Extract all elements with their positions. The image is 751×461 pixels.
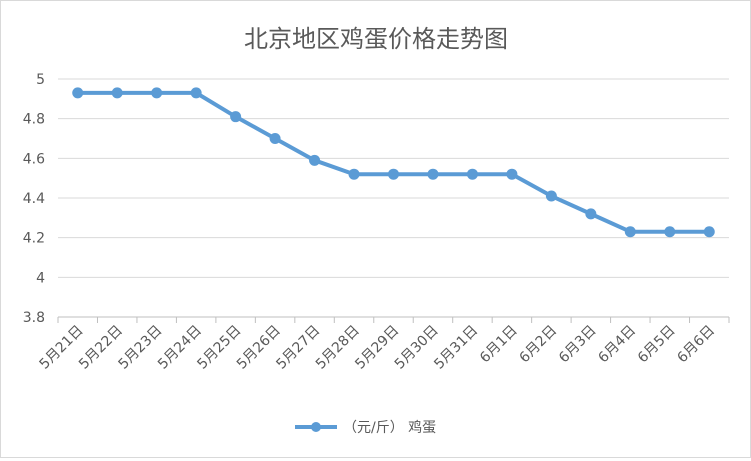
data-point xyxy=(72,87,84,99)
data-point xyxy=(309,154,321,166)
x-tick-label: 5月31日 xyxy=(431,323,481,373)
data-point xyxy=(388,168,399,180)
legend-label: （元/斤） 鸡蛋 xyxy=(343,419,436,436)
data-point xyxy=(703,226,715,238)
data-point xyxy=(545,190,557,202)
legend-marker-swatch xyxy=(311,422,321,432)
y-tick-label: 4.8 xyxy=(23,112,45,128)
data-point xyxy=(506,168,518,180)
data-point xyxy=(348,168,360,180)
y-tick-label: 4.2 xyxy=(23,231,45,247)
x-tick-label: 6月4日 xyxy=(595,323,639,367)
data-point xyxy=(111,87,123,99)
x-axis: 5月21日5月22日5月23日5月24日5月25日5月26日5月27日5月28日… xyxy=(37,316,730,373)
x-tick-label: 6月6日 xyxy=(674,323,718,367)
x-tick-label: 6月3日 xyxy=(556,323,600,367)
data-point xyxy=(466,168,478,180)
series-line xyxy=(77,90,710,234)
y-tick-label: 3.8 xyxy=(23,310,45,326)
data-point xyxy=(230,111,242,123)
data-point xyxy=(427,168,439,180)
data-point xyxy=(664,226,676,238)
data-point xyxy=(269,133,281,144)
data-point xyxy=(151,87,163,99)
y-tick-label: 4 xyxy=(36,270,45,286)
series-layer xyxy=(72,87,715,238)
data-point xyxy=(624,226,636,238)
legend: （元/斤） 鸡蛋 xyxy=(295,419,436,436)
chart-title: 北京地区鸡蛋价格走势图 xyxy=(244,25,508,53)
y-tick-label: 4.6 xyxy=(23,151,45,167)
y-tick-label: 5 xyxy=(36,72,45,88)
x-tick-label: 6月1日 xyxy=(477,323,521,367)
x-tick-label: 6月5日 xyxy=(635,323,679,367)
data-point xyxy=(585,208,597,220)
gridlines xyxy=(58,78,729,278)
x-tick-label: 6月2日 xyxy=(516,323,560,367)
y-tick-label: 4.4 xyxy=(23,191,45,207)
y-axis: 3.8 4 4.2 4.4 4.6 4.8 5 xyxy=(23,72,45,326)
data-point xyxy=(190,87,202,99)
